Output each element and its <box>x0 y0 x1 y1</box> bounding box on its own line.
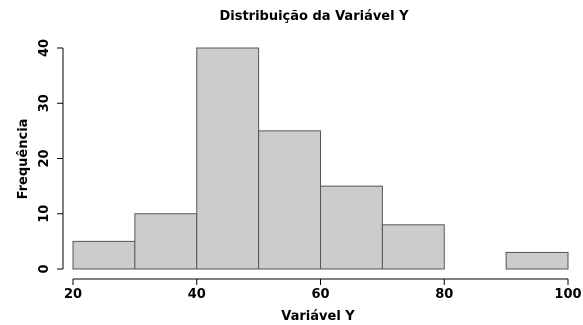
x-tick-label: 20 <box>64 287 82 302</box>
histogram-bar <box>258 130 321 270</box>
y-tick-label: 30 <box>37 94 52 112</box>
x-tick-label: 80 <box>435 287 453 302</box>
x-axis: 20 40 60 80 100 <box>64 278 582 302</box>
y-axis: 0 10 20 30 40 <box>37 39 64 274</box>
y-tick-label: 20 <box>37 149 52 167</box>
chart-title: Distribuição da Variável Y <box>219 9 409 24</box>
x-axis-label: Variável Y <box>281 309 355 324</box>
histogram-bar <box>505 251 569 270</box>
x-tick-label: 100 <box>554 287 581 302</box>
histogram-bar <box>196 47 260 270</box>
bars-group <box>72 47 569 270</box>
x-tick-label: 60 <box>311 287 329 302</box>
y-axis-label: Frequência <box>16 119 31 200</box>
histogram-bar <box>320 185 383 270</box>
y-tick-label: 10 <box>37 205 52 223</box>
histogram-bar <box>134 213 198 270</box>
histogram-bar <box>72 240 136 270</box>
histogram-bar <box>381 224 445 270</box>
x-tick-label: 40 <box>188 287 206 302</box>
y-tick-label: 0 <box>37 264 52 273</box>
y-tick-label: 40 <box>37 39 52 57</box>
